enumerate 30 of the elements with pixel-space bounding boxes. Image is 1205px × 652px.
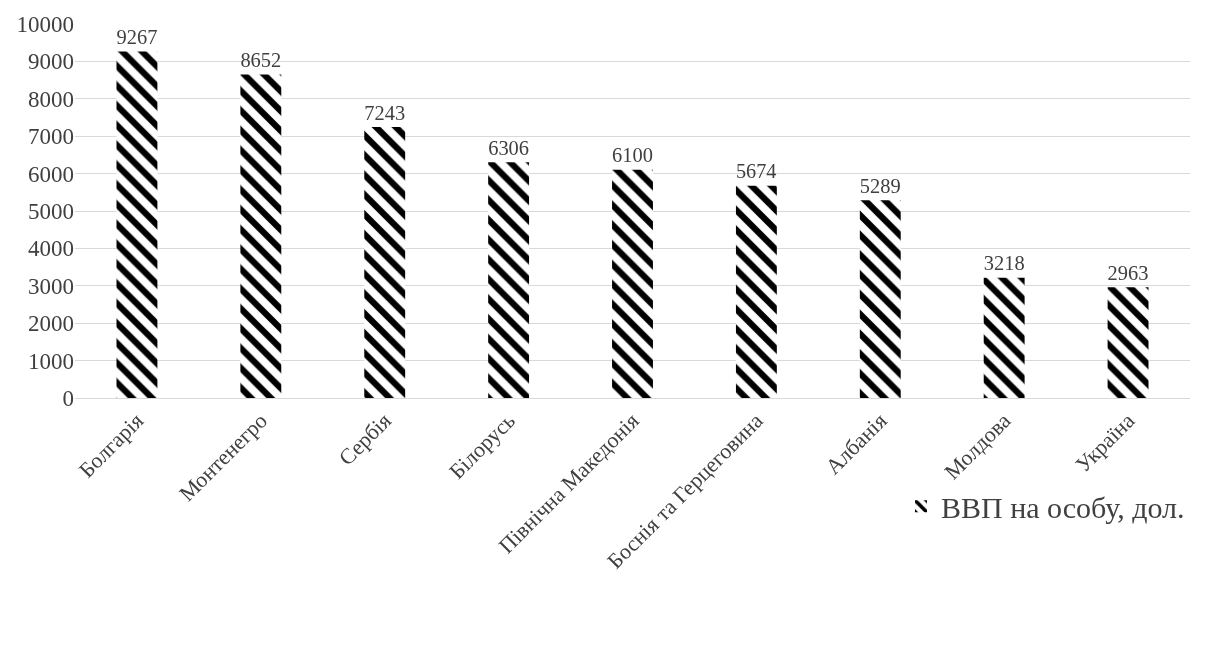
y-tick-label: 1000: [28, 348, 74, 374]
data-label: 5674: [735, 160, 777, 183]
bar: [612, 169, 653, 398]
data-label: 7243: [364, 101, 406, 124]
bar: [859, 200, 901, 398]
y-tick-label: 3000: [28, 273, 74, 299]
data-label: 9267: [116, 25, 158, 48]
y-tick-label: 9000: [28, 49, 74, 75]
y-tick-label: 8000: [28, 86, 74, 112]
bar: [1107, 287, 1149, 398]
bar: [488, 162, 530, 398]
y-tick-label: 4000: [28, 236, 74, 262]
bar: [116, 51, 158, 398]
data-label: 2963: [1107, 261, 1149, 284]
bar: [983, 277, 1025, 398]
bar: [735, 185, 777, 398]
y-tick-label: 2000: [28, 311, 74, 337]
bar: [364, 127, 406, 398]
data-label: 6306: [488, 136, 530, 159]
y-tick-label: 10000: [16, 12, 74, 38]
y-tick-label: 6000: [28, 161, 74, 187]
y-tick-label: 0: [62, 386, 74, 412]
bar: [240, 74, 282, 398]
text: ВВП на особу, дол.: [941, 490, 1185, 524]
data-label: 6100: [612, 144, 653, 167]
data-label: 5289: [859, 174, 901, 197]
data-label: 3218: [983, 252, 1025, 275]
data-label: 8652: [240, 48, 282, 71]
y-tick-label: 7000: [28, 124, 74, 150]
y-tick-label: 5000: [28, 199, 74, 225]
